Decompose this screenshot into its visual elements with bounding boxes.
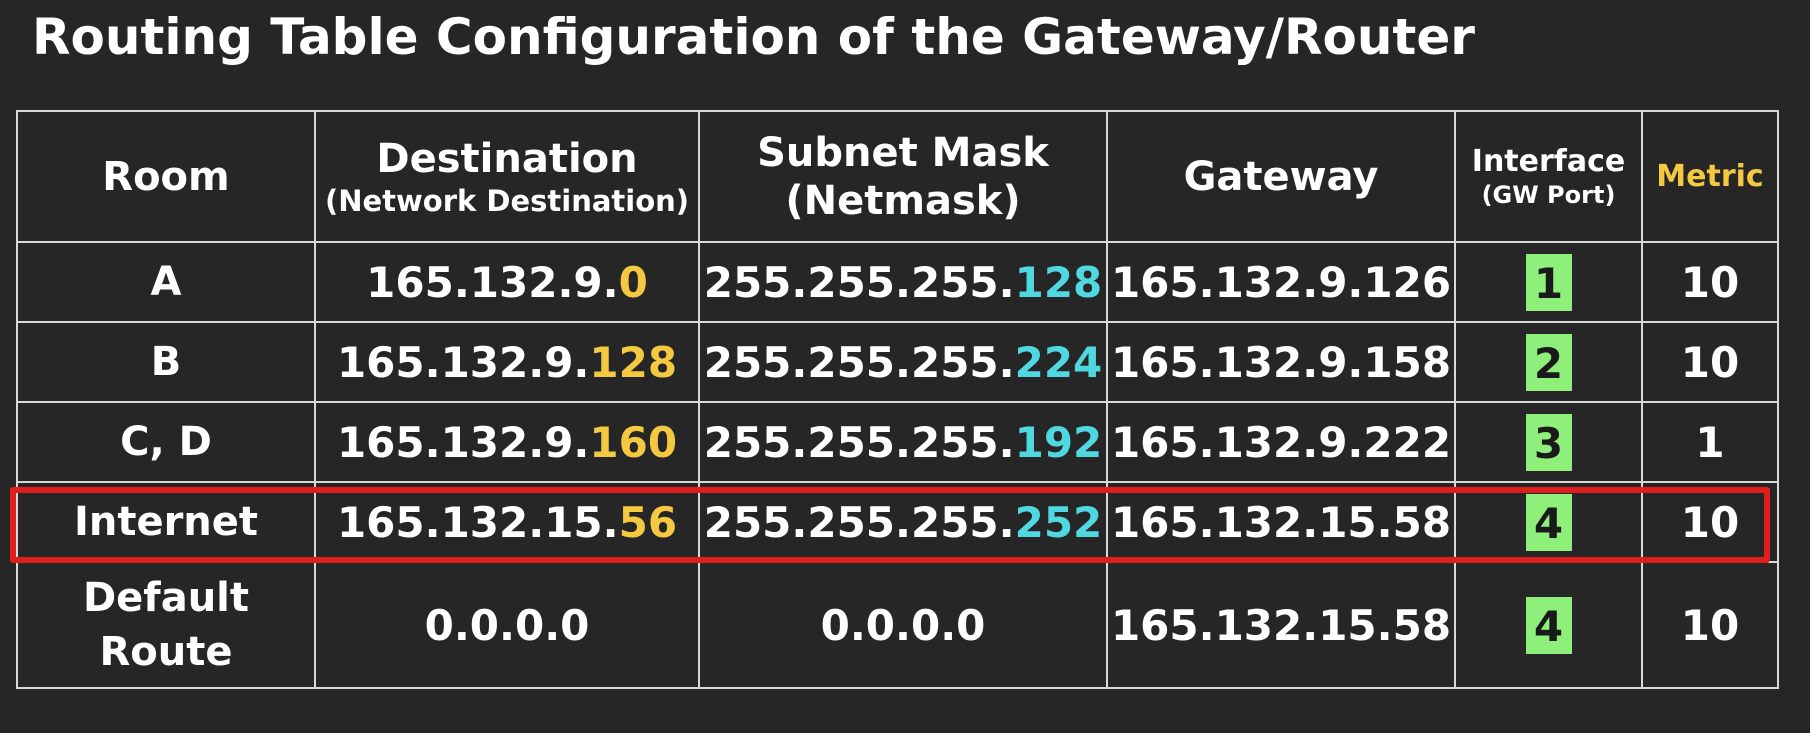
- table-row-highlighted: Internet 165.132.15.56 255.255.255.252 1…: [16, 481, 1779, 563]
- interface-cell: 1: [1454, 241, 1643, 323]
- interface-badge: 1: [1525, 253, 1572, 311]
- destination-prefix: 165.132.9.: [336, 337, 590, 387]
- header-destination-label: Destination: [376, 135, 638, 182]
- table-header-row: Room Destination (Network Destination) S…: [16, 110, 1779, 243]
- routing-table: Room Destination (Network Destination) S…: [16, 110, 1779, 689]
- destination-suffix: 0: [618, 257, 648, 307]
- gateway-cell: 165.132.9.126: [1106, 241, 1456, 323]
- gateway-cell: 165.132.9.222: [1106, 401, 1456, 483]
- interface-badge: 4: [1525, 596, 1572, 654]
- destination-prefix: 165.132.9.: [336, 417, 590, 467]
- mask-prefix: 255.255.255.: [703, 497, 1015, 547]
- header-destination: Destination (Network Destination): [314, 110, 700, 243]
- header-subnet-mask-sublabel: (Netmask): [785, 177, 1021, 224]
- room-cell: A: [16, 241, 316, 323]
- metric-cell: 10: [1641, 241, 1779, 323]
- mask-prefix: 255.255.255.: [703, 257, 1015, 307]
- subnet-mask-cell: 255.255.255.224: [698, 321, 1108, 403]
- subnet-mask-cell: 0.0.0.0: [698, 561, 1108, 689]
- table-row: B 165.132.9.128 255.255.255.224 165.132.…: [16, 321, 1779, 403]
- metric-cell: 10: [1641, 561, 1779, 689]
- destination-prefix: 165.132.9.: [366, 257, 619, 307]
- destination-cell: 165.132.9.128: [314, 321, 700, 403]
- header-destination-sublabel: (Network Destination): [324, 183, 690, 218]
- interface-badge: 2: [1525, 333, 1572, 391]
- page-title: Routing Table Configuration of the Gatew…: [32, 8, 1475, 66]
- gateway-cell: 165.132.9.158: [1106, 321, 1456, 403]
- room-cell: B: [16, 321, 316, 403]
- header-room: Room: [16, 110, 316, 243]
- mask-suffix: 224: [1014, 337, 1103, 387]
- room-cell: Default Route: [16, 561, 316, 689]
- subnet-mask-cell: 255.255.255.128: [698, 241, 1108, 323]
- destination-cell: 165.132.15.56: [314, 481, 700, 563]
- destination-suffix: 56: [618, 497, 678, 547]
- mask-suffix: 128: [1014, 257, 1103, 307]
- metric-cell: 10: [1641, 321, 1779, 403]
- gateway-cell: 165.132.15.58: [1106, 481, 1456, 563]
- mask-suffix: 192: [1014, 417, 1103, 467]
- header-interface-label: Interface: [1471, 143, 1626, 179]
- header-metric: Metric: [1641, 110, 1779, 243]
- subnet-mask-cell: 255.255.255.192: [698, 401, 1108, 483]
- mask-prefix: 255.255.255.: [703, 417, 1015, 467]
- header-gateway: Gateway: [1106, 110, 1456, 243]
- metric-cell: 10: [1641, 481, 1779, 563]
- destination-cell: 165.132.9.160: [314, 401, 700, 483]
- table-row: Default Route 0.0.0.0 0.0.0.0 165.132.15…: [16, 561, 1779, 689]
- header-room-label: Room: [102, 153, 230, 200]
- room-cell: C, D: [16, 401, 316, 483]
- mask-suffix: 252: [1014, 497, 1103, 547]
- destination-prefix: 165.132.15.: [336, 497, 619, 547]
- interface-cell: 4: [1454, 561, 1643, 689]
- interface-cell: 2: [1454, 321, 1643, 403]
- room-label-line2: Route: [99, 629, 233, 675]
- header-subnet-mask-label: Subnet Mask: [757, 129, 1049, 176]
- interface-badge: 3: [1525, 413, 1572, 471]
- header-interface: Interface (GW Port): [1454, 110, 1643, 243]
- header-subnet-mask: Subnet Mask (Netmask): [698, 110, 1108, 243]
- destination-suffix: 160: [589, 417, 678, 467]
- header-gateway-label: Gateway: [1183, 153, 1379, 200]
- room-cell: Internet: [16, 481, 316, 563]
- table-row: A 165.132.9.0 255.255.255.128 165.132.9.…: [16, 241, 1779, 323]
- interface-cell: 4: [1454, 481, 1643, 563]
- destination-cell: 165.132.9.0: [314, 241, 700, 323]
- destination-cell: 0.0.0.0: [314, 561, 700, 689]
- gateway-cell: 165.132.15.58: [1106, 561, 1456, 689]
- subnet-mask-cell: 255.255.255.252: [698, 481, 1108, 563]
- mask-prefix: 255.255.255.: [703, 337, 1015, 387]
- metric-cell: 1: [1641, 401, 1779, 483]
- table-row: C, D 165.132.9.160 255.255.255.192 165.1…: [16, 401, 1779, 483]
- interface-cell: 3: [1454, 401, 1643, 483]
- header-metric-label: Metric: [1656, 159, 1764, 194]
- interface-badge: 4: [1525, 493, 1572, 551]
- header-interface-sublabel: (GW Port): [1481, 180, 1616, 209]
- room-label-line1: Default: [82, 575, 250, 621]
- destination-suffix: 128: [589, 337, 678, 387]
